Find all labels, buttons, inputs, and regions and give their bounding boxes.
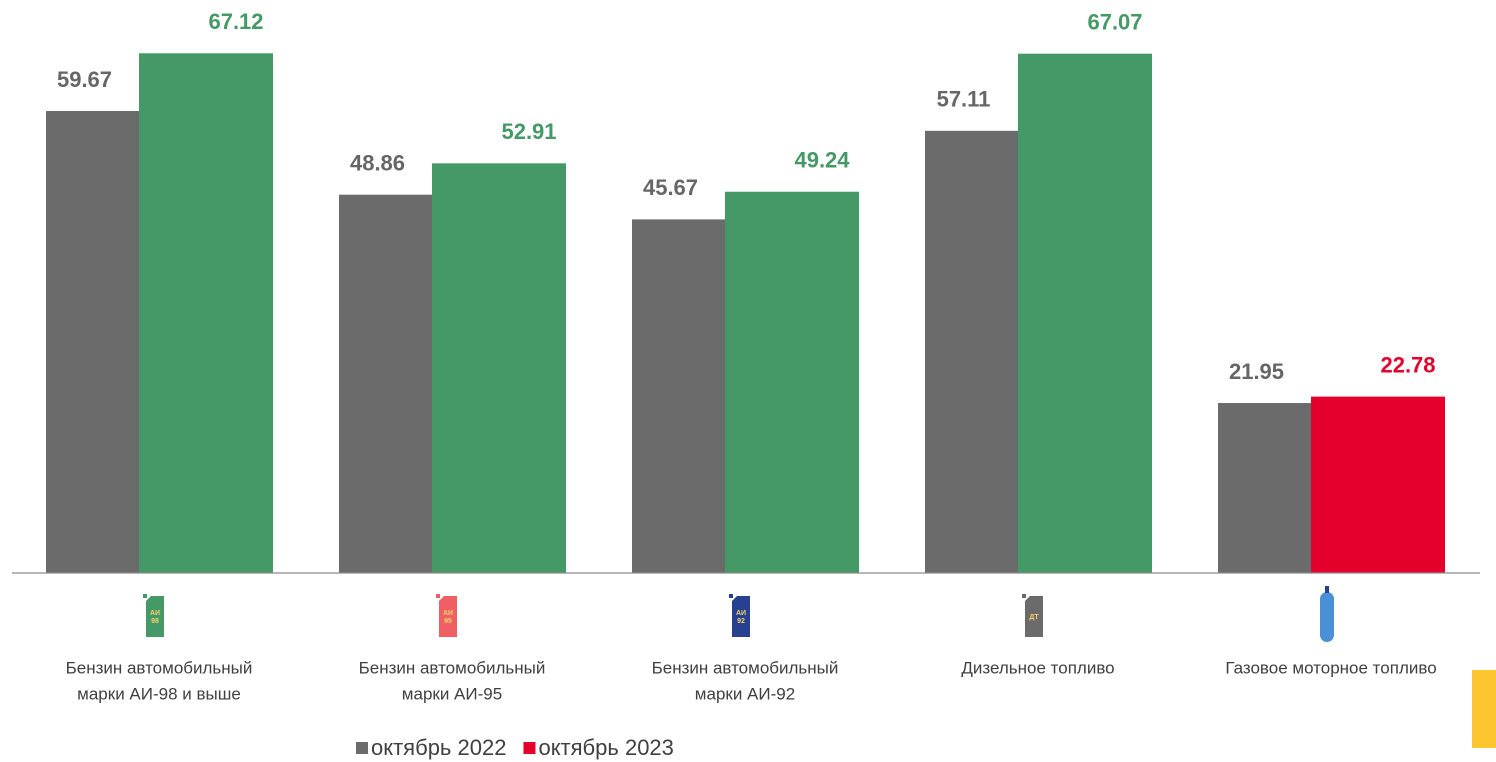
- icon-label: АИ: [736, 610, 746, 617]
- icon-label: 95: [444, 618, 452, 625]
- bar: [1218, 403, 1311, 573]
- fuel-can-icon: [732, 596, 750, 637]
- data-label: 21.95: [1229, 359, 1284, 384]
- icon-label: АИ: [443, 610, 453, 617]
- fuel-can-cap: [143, 594, 147, 598]
- fuel-can-icon: [146, 596, 164, 637]
- x-tick-label: Бензин автомобильный: [359, 658, 546, 677]
- data-label: 49.24: [794, 148, 850, 173]
- fuel-can-cap: [729, 594, 733, 598]
- icon-label: 98: [151, 618, 159, 625]
- legend-label: октябрь 2023: [538, 735, 673, 760]
- x-tick-label: марки АИ-95: [402, 684, 502, 703]
- legend-swatch: [356, 742, 368, 754]
- data-label: 52.91: [501, 119, 556, 144]
- x-tick-label: Газовое моторное топливо: [1225, 658, 1436, 677]
- bar: [1311, 396, 1445, 573]
- icon-label: ДТ: [1029, 614, 1039, 621]
- data-label: 48.86: [350, 150, 405, 175]
- icon-label: 92: [737, 618, 745, 625]
- legend-label: октябрь 2022: [371, 735, 506, 760]
- bar: [1018, 53, 1152, 573]
- x-tick-label: Дизельное топливо: [961, 658, 1114, 677]
- data-label: 22.78: [1380, 352, 1435, 377]
- icon-label: АИ: [150, 610, 160, 617]
- fuel-can-icon: [439, 596, 457, 637]
- fuel-can-cap: [436, 594, 440, 598]
- bar: [139, 53, 273, 573]
- data-label: 57.11: [937, 87, 991, 112]
- x-tick-label: марки АИ-98 и выше: [77, 684, 241, 703]
- data-label: 45.67: [643, 175, 698, 200]
- decoration: [1472, 670, 1496, 748]
- bar: [725, 191, 859, 574]
- x-tick-label: Бензин автомобильный: [66, 658, 253, 677]
- data-label: 67.12: [208, 9, 263, 34]
- legend-swatch: [523, 742, 536, 754]
- bar: [632, 219, 725, 573]
- bar: [432, 163, 566, 573]
- bar: [339, 194, 432, 573]
- bar: [46, 110, 139, 574]
- x-tick-label: марки АИ-92: [695, 684, 795, 703]
- data-label: 67.07: [1087, 9, 1142, 34]
- bar: [925, 130, 1018, 574]
- gas-cylinder-valve: [1325, 586, 1329, 593]
- x-tick-label: Бензин автомобильный: [652, 658, 839, 677]
- fuel-can-icon: [1025, 596, 1043, 637]
- gas-cylinder-icon: [1320, 592, 1334, 642]
- fuel-can-cap: [1022, 594, 1026, 598]
- data-label: 59.67: [57, 67, 112, 92]
